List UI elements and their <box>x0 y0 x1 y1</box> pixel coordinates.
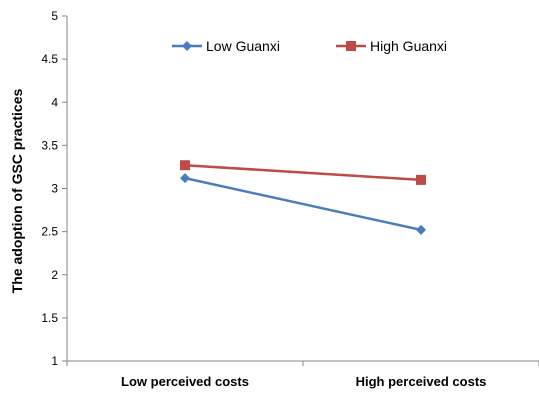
data-point <box>416 224 426 235</box>
y-tick-label: 3 <box>51 182 58 196</box>
y-tick-label: 1 <box>51 354 58 368</box>
series-line <box>184 163 422 182</box>
y-tick-label: 5 <box>51 9 58 23</box>
legend-label: High Guanxi <box>370 38 447 54</box>
data-point <box>180 160 190 171</box>
x-tick-label: Low perceived costs <box>121 374 249 389</box>
data-point <box>416 174 426 185</box>
legend-marker <box>346 41 356 51</box>
legend-marker <box>182 41 192 51</box>
y-tick-label: 2 <box>51 268 58 282</box>
y-axis-title: The adoption of GSC practices <box>9 89 25 294</box>
legend-label: Low Guanxi <box>206 38 280 54</box>
y-tick-label: 2.5 <box>41 225 58 239</box>
y-tick-label: 1.5 <box>41 311 58 325</box>
data-point <box>180 173 190 184</box>
y-tick-label: 4 <box>51 95 58 109</box>
x-tick-label: High perceived costs <box>356 374 487 389</box>
y-tick-label: 4.5 <box>41 52 58 66</box>
series-line <box>184 176 422 232</box>
y-tick-label: 3.5 <box>41 138 58 152</box>
